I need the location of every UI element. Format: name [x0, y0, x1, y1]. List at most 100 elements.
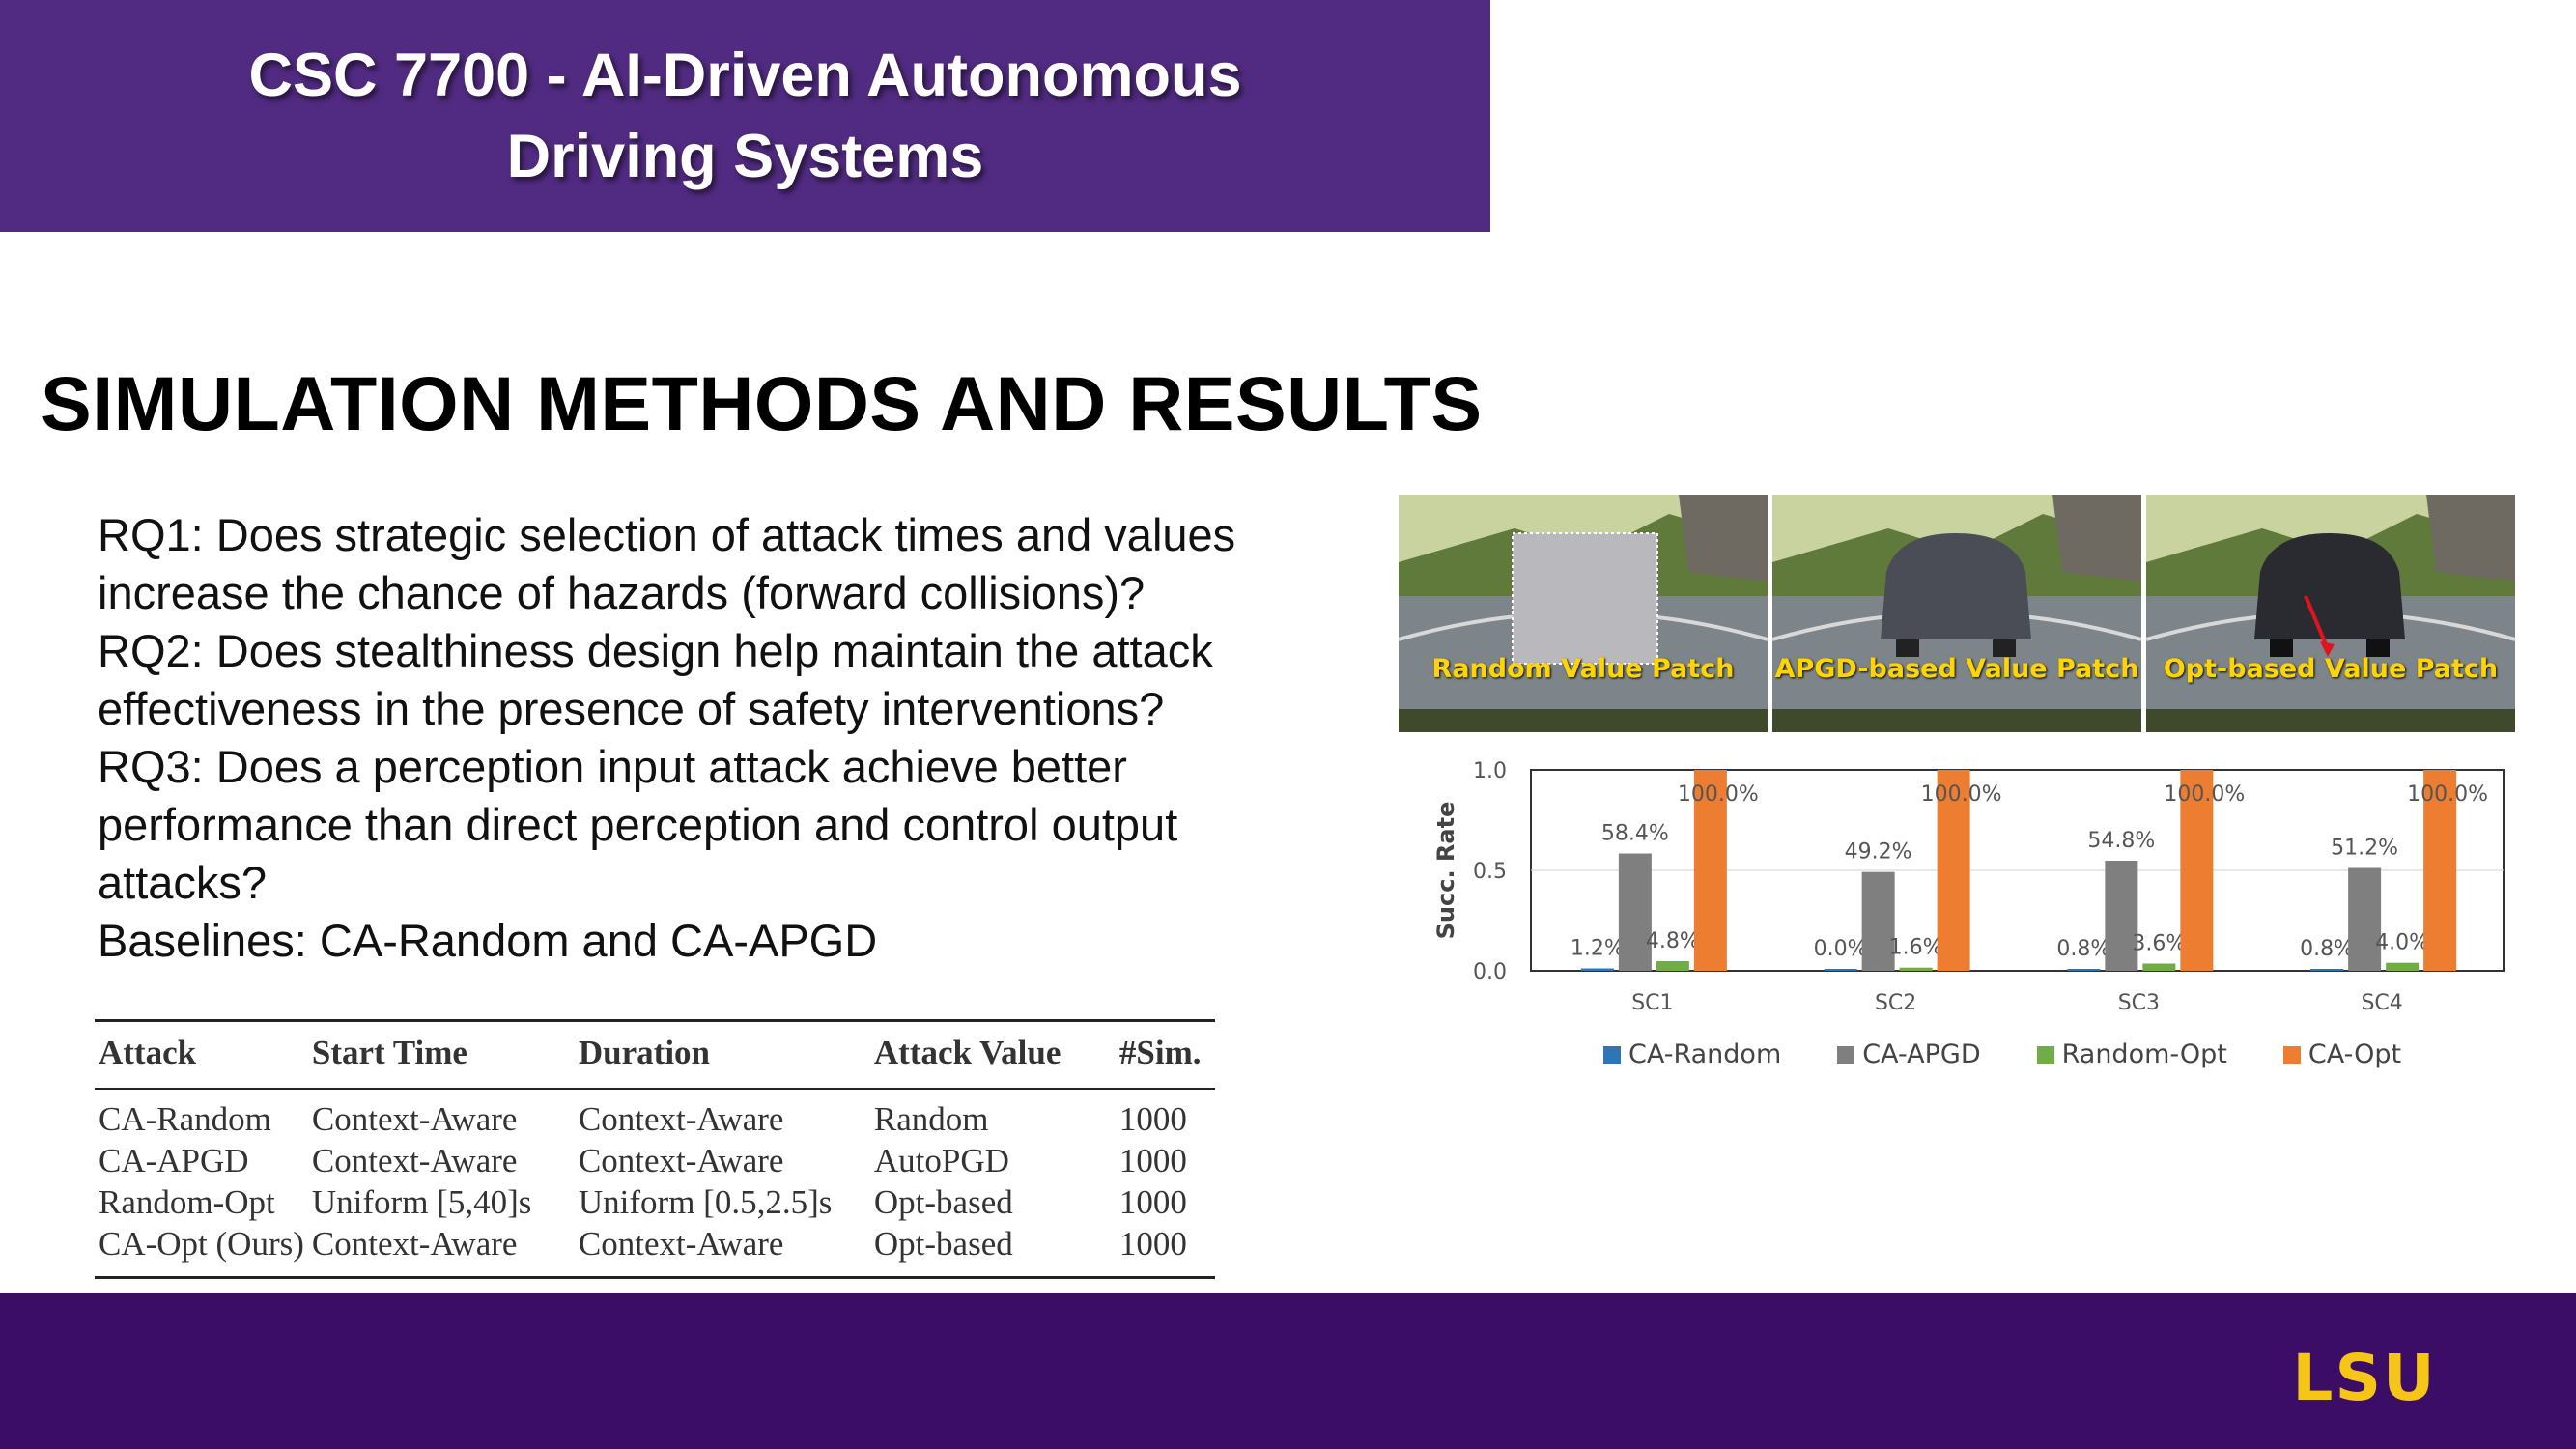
header-sim-count: #Sim. [1115, 1019, 1215, 1090]
legend-swatch [2036, 1045, 2054, 1064]
x-tick-label: SC1 [1631, 991, 1673, 1015]
cell-duration: Context-Aware [574, 1223, 870, 1279]
question-line: increase the chance of hazards (forward … [98, 567, 1146, 618]
cell-attack-value: Opt-based [869, 1223, 1116, 1279]
data-label: 100.0% [2407, 782, 2488, 807]
legend-swatch [2282, 1045, 2301, 1064]
cell-start-time: Uniform [5,40]s [311, 1183, 532, 1221]
table-header-row: Attack Start Time Duration Attack Value … [95, 1019, 1215, 1090]
y-tick-label: 1.0 [1473, 759, 1507, 783]
cell-sim-count: 1000 [1118, 1100, 1187, 1138]
cell-sim-count: 1000 [1118, 1142, 1187, 1179]
cell-attack-value: Random [873, 1100, 989, 1138]
x-tick-label: SC4 [2361, 991, 2402, 1015]
header-start-time: Start Time [307, 1019, 575, 1090]
data-label: 3.6% [2132, 932, 2186, 956]
bar-random-opt [1899, 967, 1933, 971]
baselines-line: Baselines: CA-Random and CA-APGD [98, 915, 878, 966]
legend-label: CA-Random [1628, 1039, 1782, 1069]
bar-ca-random [1824, 969, 1857, 971]
opt-patch-caption: Opt-based Value Patch [2163, 654, 2499, 684]
header-duration: Duration [574, 1019, 870, 1090]
cell-attack: CA-Random [99, 1100, 271, 1138]
data-label: 49.2% [1845, 840, 1912, 865]
title-line-1: CSC 7700 - AI-Driven Autonomous [248, 42, 1242, 109]
data-label: 54.8% [2087, 829, 2155, 853]
y-tick-label: 0.5 [1473, 860, 1507, 884]
data-label: 1.6% [1889, 936, 1943, 960]
legend-item: CA-APGD [1837, 1039, 1981, 1069]
research-questions: RQ1: Does strategic selection of attack … [98, 506, 1353, 970]
opt-patch-image: Opt-based Value Patch [2146, 495, 2515, 732]
legend-item: Random-Opt [2036, 1039, 2227, 1069]
x-tick-label: SC2 [1875, 991, 1916, 1015]
table-row: CA-Opt (Ours) Context-Aware Context-Awar… [95, 1223, 1215, 1279]
cell-duration: Uniform [0.5,2.5]s [578, 1183, 833, 1221]
data-label: 0.8% [2300, 937, 2354, 961]
cell-sim-count: 1000 [1118, 1183, 1187, 1221]
patch-image-strip: Random Value Patch APGD-based Value Patc… [1399, 495, 2515, 732]
legend-label: Random-Opt [2061, 1039, 2227, 1069]
lsu-logo-text: LSU [2292, 1346, 2436, 1407]
question-line: RQ2: Does stealthiness design help maint… [98, 625, 1213, 676]
cell-start-time: Context-Aware [307, 1223, 575, 1279]
legend-item: CA-Opt [2282, 1039, 2402, 1069]
legend-swatch [1603, 1045, 1621, 1064]
data-label: 4.0% [2375, 931, 2429, 955]
header-attack-value: Attack Value [869, 1019, 1116, 1090]
table-row: Random-Opt Uniform [5,40]s Uniform [0.5,… [95, 1181, 1215, 1223]
bar-ca-opt [2180, 770, 2214, 971]
cell-duration: Context-Aware [578, 1142, 784, 1179]
data-label: 51.2% [2331, 837, 2398, 861]
success-rate-chart: 0.0 0.5 1.0 Succ. Rate 1.2% 58.4% 4.8% 100.0% SC… [1432, 759, 2505, 1015]
header-attack: Attack [95, 1019, 308, 1090]
legend-label: CA-Opt [2307, 1039, 2402, 1069]
data-label: 58.4% [1601, 822, 1669, 846]
cell-attack-value: AutoPGD [873, 1142, 1009, 1179]
chart-legend: CA-Random CA-APGD Random-Opt CA-Opt [1603, 1039, 2401, 1069]
cell-attack: Random-Opt [99, 1183, 275, 1221]
data-label: 0.0% [1814, 937, 1868, 961]
question-line: attacks? [98, 857, 268, 908]
data-label: 100.0% [1678, 782, 1759, 807]
title-line-2: Driving Systems [506, 123, 984, 190]
data-label: 0.8% [2056, 937, 2110, 961]
bar-random-opt [2142, 963, 2176, 971]
bar-ca-apgd [1618, 853, 1652, 971]
apgd-patch-image: APGD-based Value Patch [1772, 495, 2141, 732]
title-banner: CSC 7700 - AI-Driven Autonomous Driving … [0, 0, 1490, 232]
cell-sim-count: 1000 [1115, 1223, 1215, 1279]
random-patch-image: Random Value Patch [1399, 495, 1768, 732]
cell-start-time: Context-Aware [311, 1100, 518, 1138]
bar-ca-random [2310, 969, 2344, 971]
bar-ca-opt [1693, 770, 1727, 971]
bar-ca-apgd [1861, 871, 1895, 971]
question-line: performance than direct perception and c… [98, 799, 1178, 850]
question-line: RQ1: Does strategic selection of attack … [98, 509, 1236, 560]
random-patch-caption: Random Value Patch [1431, 654, 1735, 684]
data-label: 1.2% [1571, 937, 1625, 961]
cell-attack: CA-APGD [99, 1142, 249, 1179]
cell-attack-value: Opt-based [873, 1183, 1013, 1221]
question-line: effectiveness in the presence of safety … [98, 683, 1165, 734]
section-title: SIMULATION METHODS AND RESULTS [41, 360, 1483, 446]
y-axis-label: Succ. Rate [1432, 802, 1459, 940]
bar-ca-random [1580, 968, 1614, 971]
attack-table: Attack Start Time Duration Attack Value … [95, 1019, 1215, 1279]
y-tick-label: 0.0 [1473, 960, 1507, 984]
bar-ca-opt [2423, 770, 2457, 971]
bar-ca-apgd [2105, 861, 2138, 971]
bar-ca-apgd [2348, 867, 2382, 971]
legend-item: CA-Random [1603, 1039, 1781, 1069]
footer-bar [0, 1293, 2576, 1449]
bar-random-opt [2386, 962, 2420, 971]
data-label: 100.0% [2164, 782, 2245, 807]
legend-label: CA-APGD [1862, 1039, 1981, 1069]
apgd-patch-caption: APGD-based Value Patch [1774, 654, 2139, 684]
bar-ca-opt [1937, 770, 1970, 971]
table-row: CA-Random Context-Aware Context-Aware Ra… [95, 1089, 1215, 1140]
lsu-logo: LSU [2292, 1346, 2436, 1407]
bar-ca-random [2067, 969, 2101, 971]
legend-swatch [1837, 1045, 1855, 1064]
bar-random-opt [1656, 961, 1689, 971]
